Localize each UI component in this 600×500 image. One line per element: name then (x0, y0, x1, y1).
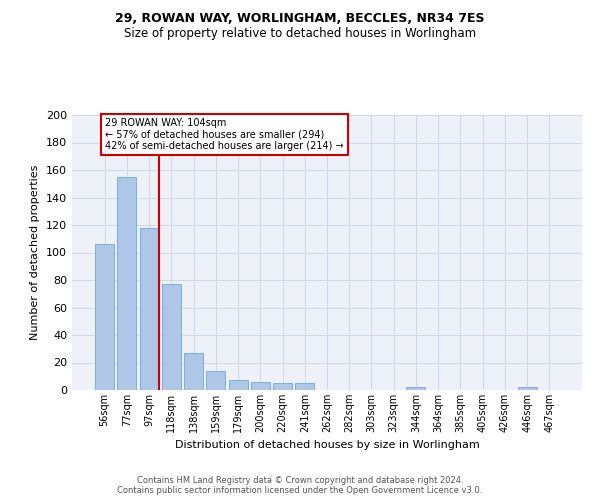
Bar (518, 387, 536, 390)
Bar (206, 371, 225, 390)
X-axis label: Distribution of detached houses by size in Worlingham: Distribution of detached houses by size … (175, 440, 479, 450)
Bar (229, 380, 248, 390)
Bar (295, 383, 314, 390)
Bar (140, 228, 158, 390)
Bar (162, 284, 181, 390)
Bar (251, 382, 270, 390)
Bar (184, 353, 203, 390)
Bar (406, 387, 425, 390)
Text: 29 ROWAN WAY: 104sqm
← 57% of detached houses are smaller (294)
42% of semi-deta: 29 ROWAN WAY: 104sqm ← 57% of detached h… (105, 118, 344, 151)
Text: Contains HM Land Registry data © Crown copyright and database right 2024.
Contai: Contains HM Land Registry data © Crown c… (118, 476, 482, 495)
Bar (95, 244, 114, 390)
Y-axis label: Number of detached properties: Number of detached properties (31, 165, 40, 340)
Text: Size of property relative to detached houses in Worlingham: Size of property relative to detached ho… (124, 28, 476, 40)
Bar (273, 383, 292, 390)
Text: 29, ROWAN WAY, WORLINGHAM, BECCLES, NR34 7ES: 29, ROWAN WAY, WORLINGHAM, BECCLES, NR34… (115, 12, 485, 26)
Bar (118, 177, 136, 390)
